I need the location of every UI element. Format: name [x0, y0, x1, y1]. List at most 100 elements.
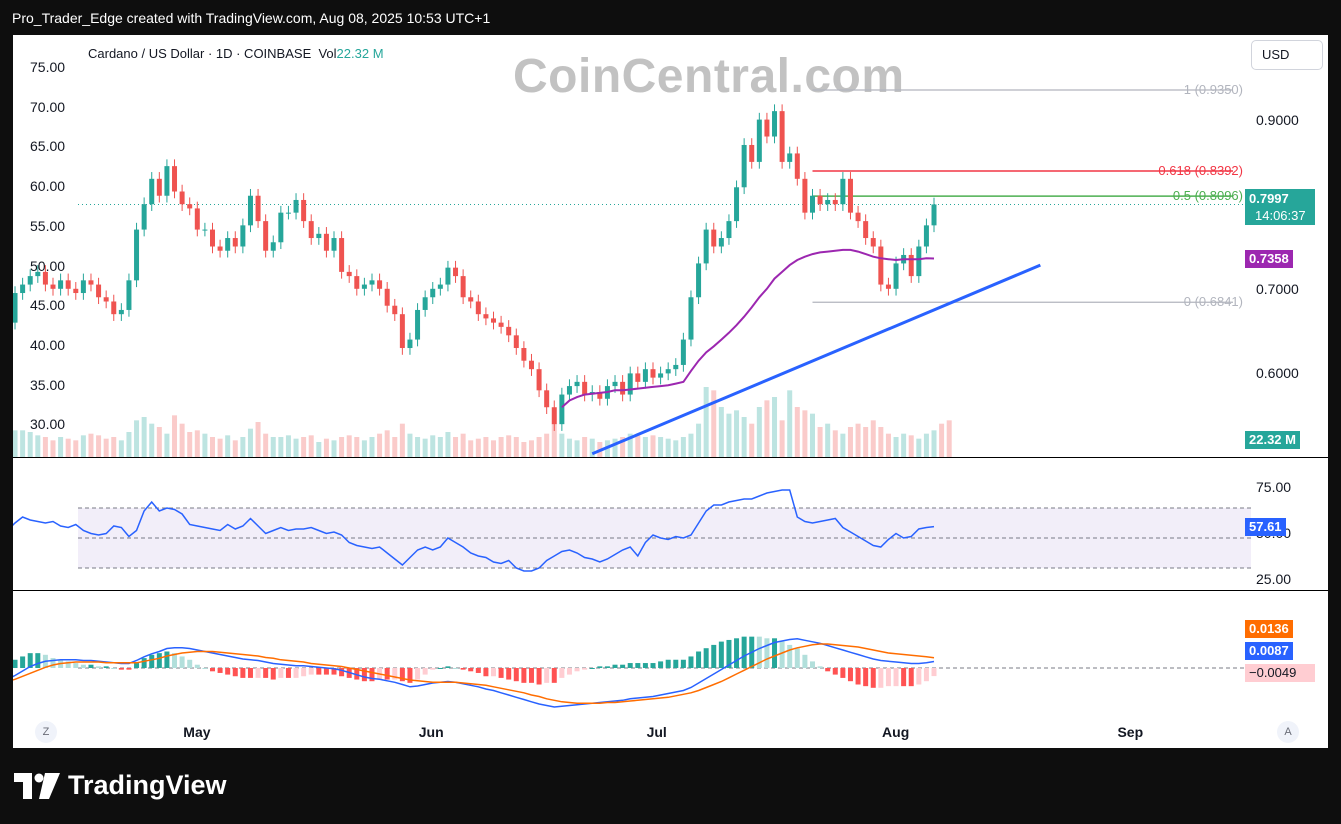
volume-bar — [50, 440, 56, 457]
candle-body — [217, 246, 223, 251]
candle-body — [650, 369, 656, 378]
volume-bar — [901, 433, 907, 457]
candle-body — [513, 335, 519, 349]
volume-bar — [506, 435, 512, 457]
volume-bar — [316, 442, 322, 457]
volume-bar — [847, 427, 853, 457]
candle-body — [787, 153, 793, 162]
volume-bar — [164, 433, 170, 457]
x-axis-month-label: May — [183, 724, 211, 740]
y-left-tick-label: 65.00 — [30, 138, 66, 155]
macd-histogram-bar — [513, 668, 519, 682]
currency-button[interactable]: USD — [1251, 40, 1323, 70]
candle-body — [35, 271, 41, 277]
volume-bar — [802, 410, 808, 457]
volume-bar — [361, 440, 367, 457]
volume-bar — [468, 440, 474, 457]
y-left-tick-label: 60.00 — [30, 178, 66, 195]
candle-body — [536, 369, 542, 391]
candle-body — [506, 326, 512, 336]
volume-bar — [855, 423, 861, 457]
rsi-tick-label: 75.00 — [1256, 479, 1292, 495]
volume-bar — [863, 427, 869, 457]
macd-histogram-bar — [225, 668, 231, 675]
candle-body — [263, 221, 269, 251]
candle-body — [498, 322, 504, 327]
candle-body — [58, 280, 64, 289]
macd-histogram-bar — [202, 668, 208, 669]
macd-histogram-bar — [551, 668, 557, 683]
macd-histogram-bar — [65, 661, 71, 668]
candle-body — [65, 280, 71, 289]
volume-bar — [764, 400, 770, 457]
volume-bar — [574, 440, 580, 457]
candle-body — [73, 288, 79, 294]
macd-histogram-bar — [589, 668, 595, 669]
macd-histogram-bar — [468, 668, 474, 672]
volume-bar — [96, 435, 102, 457]
candle-body — [80, 280, 86, 294]
macd-histogram-bar — [536, 668, 542, 685]
volume-bar — [13, 430, 18, 457]
y-left-tick-label: 70.00 — [30, 98, 66, 115]
macd-histogram-bar — [885, 668, 891, 687]
volume-bar — [483, 437, 489, 457]
candle-body — [96, 284, 102, 298]
volume-bar — [377, 433, 383, 457]
macd-histogram-bar — [612, 664, 618, 668]
macd-histogram-bar — [187, 659, 193, 668]
candle-body — [772, 111, 778, 137]
candle-body — [597, 392, 603, 399]
macd-histogram-bar — [604, 666, 610, 668]
volume-bar — [453, 437, 459, 457]
candle-body — [361, 284, 367, 289]
moving-average-line — [561, 248, 935, 408]
volume-bar — [20, 430, 26, 457]
macd-histogram-bar — [35, 653, 41, 668]
volume-bar — [673, 440, 679, 457]
candle-body — [339, 238, 345, 272]
fib-level-label: 0 (0.6841) — [1183, 294, 1243, 310]
macd-histogram-bar — [696, 651, 702, 668]
pane-divider-macd[interactable] — [13, 590, 1328, 591]
fib-level-label: 0.618 (0.8392) — [1158, 163, 1243, 179]
chart-panel[interactable]: CoinCentral.com Cardano / US Dollar · 1D… — [13, 35, 1328, 748]
candle-body — [149, 178, 155, 205]
pane-divider-rsi[interactable] — [13, 457, 1328, 458]
fib-level-label: 0.5 (0.8096) — [1172, 188, 1243, 204]
candle-body — [209, 229, 215, 247]
rsi-band-fill — [78, 508, 1251, 568]
macd-histogram-bar — [658, 661, 664, 668]
macd-histogram-bar — [278, 668, 284, 678]
volume-bar — [293, 438, 299, 457]
volume-bar — [103, 438, 109, 457]
volume-bar — [498, 437, 504, 457]
auto-scale-z-button[interactable]: Z — [35, 721, 57, 743]
price-chart-svg[interactable] — [13, 35, 1328, 748]
macd-histogram-bar — [718, 641, 724, 668]
macd-histogram-bar — [141, 658, 147, 668]
volume-bar — [384, 430, 390, 457]
macd-histogram-bar — [893, 668, 899, 687]
candle-body — [437, 284, 443, 289]
macd-histogram-bar — [27, 653, 33, 668]
candle-body — [247, 195, 253, 226]
candle-body — [627, 373, 633, 395]
volume-bar — [749, 423, 755, 457]
macd-histogram-bar — [323, 668, 329, 675]
candle-body — [407, 339, 413, 349]
candle-body — [878, 246, 884, 285]
macd-histogram-bar — [491, 668, 497, 677]
auto-scale-a-button[interactable]: A — [1277, 721, 1299, 743]
macd-histogram-tag: −0.0049 — [1245, 664, 1315, 682]
macd-histogram-bar — [680, 659, 686, 668]
candle-body — [620, 381, 626, 395]
macd-histogram-bar — [734, 638, 740, 668]
volume-bar — [696, 423, 702, 457]
macd-histogram-bar — [642, 663, 648, 668]
volume-bar — [703, 387, 709, 457]
rsi-value-tag: 57.61 — [1245, 517, 1286, 536]
macd-histogram-bar — [863, 668, 869, 687]
volume-bar — [817, 427, 823, 457]
y-right-tick-label: 0.6000 — [1256, 365, 1299, 382]
